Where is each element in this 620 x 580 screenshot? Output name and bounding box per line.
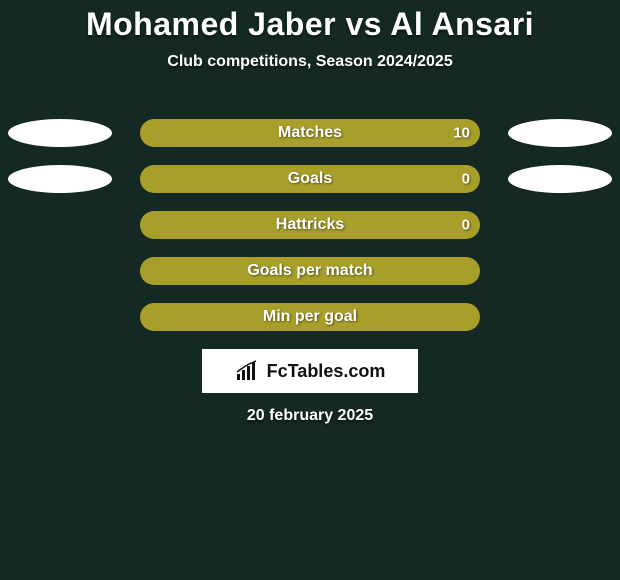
brand-badge[interactable]: FcTables.com: [202, 349, 418, 393]
bar-value: 0: [462, 217, 470, 234]
bar-track: Goals 0: [140, 165, 480, 193]
spacer-right: [516, 257, 620, 285]
bar-label: Hattricks: [276, 216, 344, 234]
bar-track: Min per goal: [140, 303, 480, 331]
stat-row-hattricks: Hattricks 0: [0, 211, 620, 239]
bar-label: Matches: [278, 124, 342, 142]
player-ellipse-left: [8, 165, 112, 193]
bar-value: 0: [462, 171, 470, 188]
subtitle: Club competitions, Season 2024/2025: [0, 53, 620, 71]
spacer-left: [0, 257, 104, 285]
stat-bars: Matches 10 Goals 0 Hattricks 0: [0, 119, 620, 331]
spacer-left: [0, 211, 104, 239]
spacer-right: [516, 211, 620, 239]
spacer-right: [516, 303, 620, 331]
comparison-panel: Mohamed Jaber vs Al Ansari Club competit…: [0, 0, 620, 580]
spacer-left: [0, 303, 104, 331]
stat-row-goals-per-match: Goals per match: [0, 257, 620, 285]
chart-icon: [235, 360, 261, 382]
bar-label: Goals: [288, 170, 332, 188]
bar-track: Goals per match: [140, 257, 480, 285]
bar-track: Hattricks 0: [140, 211, 480, 239]
stat-row-matches: Matches 10: [0, 119, 620, 147]
player-ellipse-left: [8, 119, 112, 147]
bar-track: Matches 10: [140, 119, 480, 147]
date-text: 20 february 2025: [0, 407, 620, 425]
stat-row-goals: Goals 0: [0, 165, 620, 193]
bar-label: Goals per match: [247, 262, 372, 280]
page-title: Mohamed Jaber vs Al Ansari: [0, 0, 620, 43]
brand-text: FcTables.com: [267, 361, 386, 382]
bar-label: Min per goal: [263, 308, 357, 326]
player-ellipse-right: [508, 165, 612, 193]
bar-value: 10: [453, 125, 470, 142]
player-ellipse-right: [508, 119, 612, 147]
stat-row-min-per-goal: Min per goal: [0, 303, 620, 331]
